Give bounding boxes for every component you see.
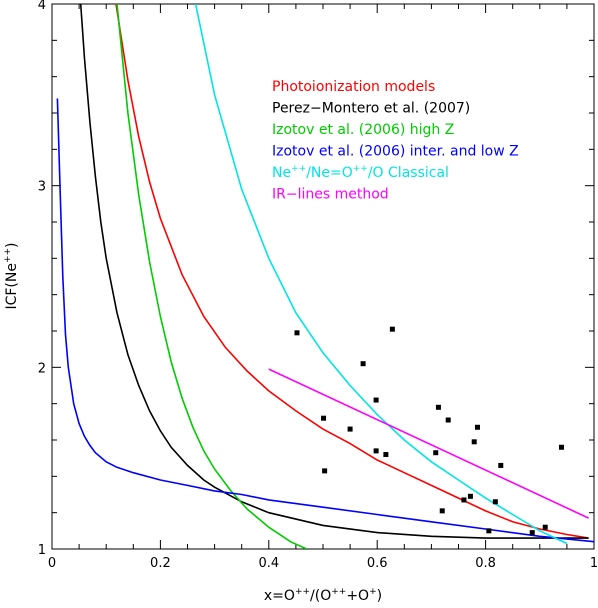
data-points	[294, 326, 564, 536]
curves	[56, 4, 594, 549]
data-point	[558, 444, 564, 450]
data-point	[439, 508, 445, 514]
data-point	[435, 404, 441, 410]
x-tick-label: 0.2	[150, 556, 171, 571]
data-point	[445, 417, 451, 423]
data-point	[467, 493, 473, 499]
legend: Photoionization models Perez−Montero et a…	[272, 79, 519, 203]
data-point	[373, 448, 379, 454]
data-point	[373, 397, 379, 403]
data-point	[321, 415, 327, 421]
y-axis-title: ICF(Ne++)	[3, 242, 20, 309]
classical-curve	[194, 4, 568, 545]
data-point	[383, 452, 389, 458]
data-point	[529, 530, 535, 536]
data-point	[492, 499, 498, 505]
x-tick-label: 0.8	[475, 556, 496, 571]
y-tick-label: 4	[38, 0, 46, 13]
y-tick-label: 3	[38, 180, 46, 195]
data-point	[486, 528, 492, 534]
data-point	[347, 426, 353, 432]
perez-montero-curve	[79, 4, 589, 539]
axis-ticks: 0 0.2 0.4 0.6 0.8 1 1 2 3 4	[38, 0, 598, 571]
legend-entry: Photoionization models	[272, 79, 435, 95]
x-tick-label: 0.4	[258, 556, 279, 571]
data-point	[322, 468, 328, 474]
data-point	[498, 462, 504, 468]
izotov-high-z-curve	[116, 4, 308, 549]
ir-lines-curve	[268, 368, 589, 519]
data-point	[433, 450, 439, 456]
data-point	[461, 497, 467, 503]
y-tick-label: 1	[38, 543, 46, 558]
y-tick-label: 2	[38, 361, 46, 376]
data-point	[542, 524, 548, 530]
data-point	[389, 326, 395, 332]
legend-entry: Perez−Montero et al. (2007)	[272, 101, 470, 117]
photoionization-curve	[115, 4, 589, 539]
x-tick-label: 0.6	[367, 556, 388, 571]
legend-entry: IR−lines method	[272, 187, 389, 203]
legend-entry: Izotov et al. (2006) high Z	[272, 122, 454, 138]
x-axis-title: x=O++/(O+++O+)	[264, 587, 382, 604]
x-tick-label: 0	[48, 556, 56, 571]
data-point	[474, 424, 480, 430]
x-tick-label: 1	[590, 556, 598, 571]
data-point	[294, 330, 300, 336]
legend-entry: Ne++/Ne=O++/O Classical	[272, 164, 449, 181]
legend-entry: Izotov et al. (2006) inter. and low Z	[272, 144, 519, 160]
data-point	[360, 361, 366, 367]
data-point	[471, 439, 477, 445]
izotov-low-z-curve	[56, 98, 594, 543]
